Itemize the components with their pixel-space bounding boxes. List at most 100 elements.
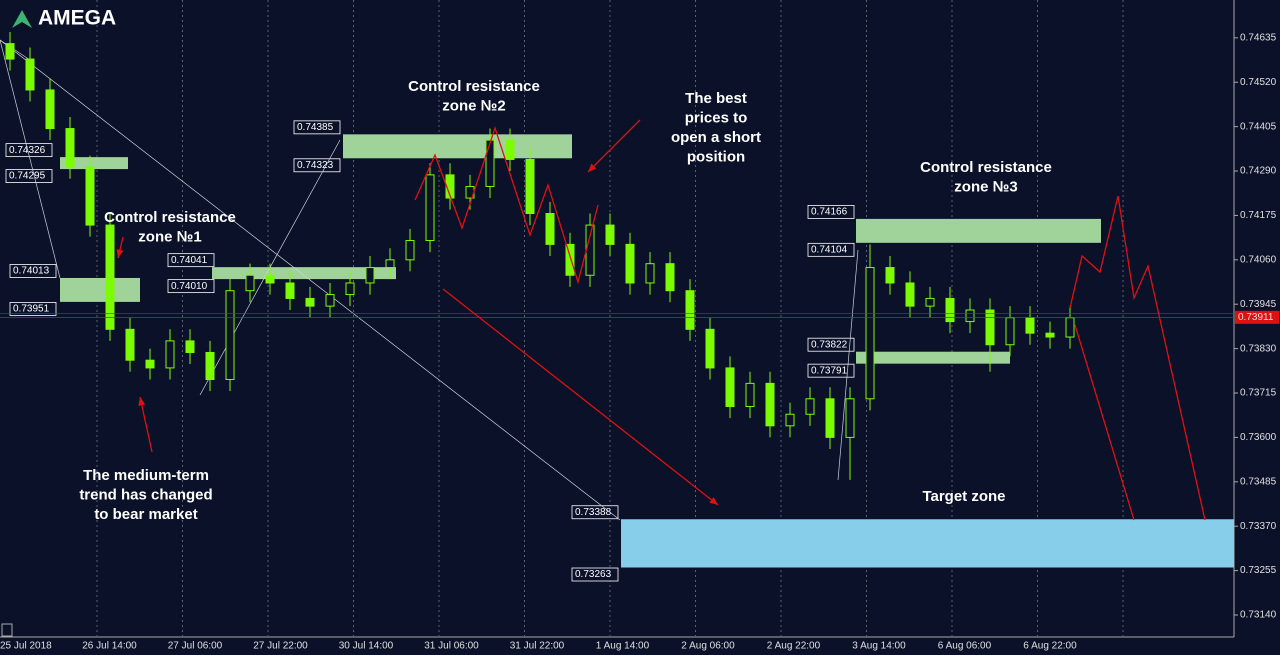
y-tick-label: 0.73600 [1240,432,1277,443]
forecast-line [1074,324,1135,521]
zone-label: 0.73388 [575,507,612,518]
candle-body [425,174,435,242]
arrow [139,396,153,453]
candle-body [965,309,975,323]
candle-body [485,139,495,187]
annotation: to bear market [94,506,197,523]
zone-label-box [9,301,57,316]
zone-label: 0.74295 [9,171,46,182]
annotation: position [687,148,745,165]
annotation: open a short [671,129,761,146]
candle-body [145,359,155,369]
arrow [587,119,641,173]
zone [343,134,572,159]
y-tick-label: 0.73945 [1240,299,1277,310]
candle-body [545,212,555,245]
zone-label-box [807,337,855,352]
zone-label-box [9,264,57,278]
annotation: zone №3 [954,178,1017,195]
y-tick-label: 0.73255 [1240,565,1277,576]
trend-line [0,39,31,61]
candle-body [985,309,995,346]
zone-label-box [571,505,619,520]
zone-label-box [807,242,855,257]
annotation: zone №1 [138,228,201,245]
y-tick-label: 0.73715 [1240,388,1277,399]
x-tick-label: 1 Aug 14:00 [596,641,650,652]
y-tick-label: 0.74290 [1240,166,1277,177]
annotation: Control resistance [920,159,1052,176]
annotation: The medium-term [83,467,209,484]
forecast-line [1069,195,1206,521]
candle-body [765,382,775,427]
zone-label-box [807,204,855,219]
zone [60,277,140,302]
zone-label: 0.74013 [13,266,50,277]
forecast-line [414,125,599,285]
candle-body [525,158,535,214]
logo-icon [12,10,32,28]
candle-body [585,224,595,276]
candle-body [245,274,255,292]
x-tick-label: 3 Aug 14:00 [852,641,906,652]
y-tick-label: 0.74175 [1240,210,1277,221]
candle-body [345,282,355,296]
y-tick-label: 0.74635 [1240,32,1277,43]
candle-body [125,328,135,361]
candle-body [1065,317,1075,338]
zone-label-box [167,253,215,268]
candle-body [865,267,875,400]
candle-body [605,224,615,245]
candle-body [505,139,515,160]
arrow [442,288,719,506]
zone-label: 0.74166 [811,207,848,218]
annotation: zone №2 [442,97,505,114]
x-tick-label: 6 Aug 22:00 [1023,641,1077,652]
zone [60,157,128,170]
help-box [1,623,13,637]
candle-body [625,243,635,284]
candle-body [565,243,575,276]
candle-body [725,367,735,408]
candle-body [85,166,95,226]
current-price-box [1235,310,1279,324]
zone-label: 0.73263 [575,569,612,580]
arrow-head [138,397,146,406]
zone-label: 0.74041 [171,255,208,266]
zone-label: 0.74323 [297,160,334,171]
annotation: prices to [685,109,748,126]
annotation: The best [685,90,747,107]
arrow-head [588,163,597,172]
candle-body [1045,332,1055,338]
logo: AMEGA [38,7,116,30]
candle-body [1025,317,1035,334]
arrow-head [116,249,124,258]
zone [856,218,1101,243]
candle-body [845,398,855,438]
candle-body [925,297,935,307]
candle-body [305,297,315,307]
y-tick-label: 0.74060 [1240,254,1277,265]
current-price-label: 0.73911 [1238,312,1274,323]
candle-body [325,294,335,307]
annotation: Control resistance [408,78,540,95]
candle-body [105,224,115,330]
x-tick-label: 6 Aug 06:00 [938,641,992,652]
x-tick-label: 27 Jul 22:00 [253,641,308,652]
trend-line [837,249,859,481]
candle-body [385,259,395,269]
candle-body [285,282,295,299]
y-tick-label: 0.73140 [1240,610,1277,621]
candle-body [945,297,955,323]
zone-label-box [807,363,855,378]
x-tick-label: 31 Jul 22:00 [510,641,565,652]
zone-label: 0.73951 [13,304,50,315]
candle-body [365,267,375,284]
candle-body [805,398,815,415]
candle-body [825,398,835,438]
x-tick-label: 2 Aug 22:00 [767,641,821,652]
candle-body [1005,317,1015,346]
candle-body [165,340,175,369]
y-tick-label: 0.74405 [1240,121,1277,132]
